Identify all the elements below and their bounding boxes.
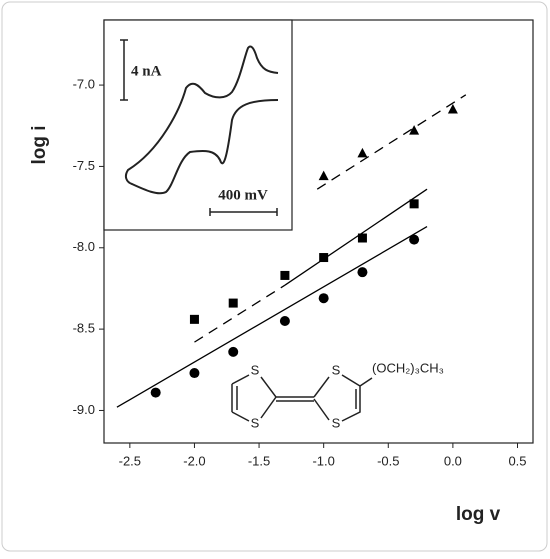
y-tick-label: -7.0	[73, 77, 95, 92]
y-tick-label: -7.5	[73, 158, 95, 173]
point	[357, 147, 368, 158]
current-scale-bar	[120, 39, 128, 101]
potential-scale-bar	[209, 208, 278, 216]
y-tick-label: -9.0	[73, 402, 95, 417]
x-tick-label: 0.5	[508, 453, 526, 468]
point	[357, 267, 368, 278]
point	[318, 170, 329, 181]
structure: S S S S (OCH₂)₃CH₃	[231, 360, 444, 430]
cv-curve	[124, 45, 279, 195]
inset-frame	[103, 19, 293, 231]
point	[228, 346, 239, 357]
fit-line	[284, 188, 428, 286]
potential-scale-label: 400 mV	[218, 187, 268, 203]
atom-label: S	[332, 415, 341, 430]
y-tick-label: -8.5	[73, 321, 95, 336]
point	[357, 233, 367, 243]
structure-bonds	[231, 374, 373, 422]
x-axis-label: log v	[456, 504, 501, 525]
fit-line	[116, 226, 428, 408]
point	[189, 314, 199, 324]
point	[189, 368, 200, 379]
point	[318, 293, 329, 304]
point	[447, 103, 458, 114]
point	[228, 298, 238, 308]
x-tick-label: -0.5	[377, 453, 399, 468]
y-axis-label: log i	[29, 125, 50, 164]
current-scale-label: 4 nA	[131, 63, 162, 79]
x-tick-label: -1.5	[248, 453, 270, 468]
atom-label: S	[251, 415, 260, 430]
inset: 4 nA 400 mV	[103, 19, 293, 231]
atom-label: S	[251, 362, 260, 377]
point	[279, 315, 290, 326]
point	[150, 387, 161, 398]
x-tick-label: -1.0	[312, 453, 334, 468]
point	[409, 199, 419, 209]
plot-frame	[103, 19, 534, 444]
fit-line	[194, 284, 286, 343]
atom-label: S	[332, 362, 341, 377]
fit-line	[316, 94, 467, 190]
substituent-label: (OCH₂)₃CH₃	[372, 360, 444, 375]
x-tick-label: -2.5	[119, 453, 141, 468]
point	[280, 270, 290, 280]
x-tick-label: -2.0	[183, 453, 205, 468]
point	[319, 253, 329, 263]
point	[409, 234, 420, 245]
x-tick-label: 0.0	[444, 453, 462, 468]
y-tick-label: -8.0	[73, 239, 95, 254]
point	[409, 125, 420, 135]
